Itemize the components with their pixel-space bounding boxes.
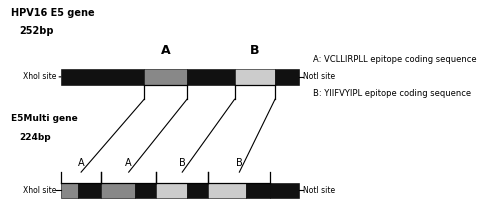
Bar bbox=[246, 183, 270, 198]
Bar bbox=[61, 183, 78, 198]
Text: 252bp: 252bp bbox=[20, 26, 54, 36]
Text: XhoI site: XhoI site bbox=[23, 186, 56, 195]
Text: NotI site: NotI site bbox=[304, 72, 336, 81]
Text: A: A bbox=[126, 158, 132, 168]
Bar bbox=[234, 69, 275, 85]
Text: A: VCLLIRPLL epitope coding sequence: A: VCLLIRPLL epitope coding sequence bbox=[312, 55, 476, 64]
Bar bbox=[78, 183, 102, 198]
Bar bbox=[102, 183, 134, 198]
Text: B: B bbox=[250, 43, 260, 57]
Text: B: B bbox=[179, 158, 186, 168]
Bar bbox=[270, 183, 299, 198]
Bar bbox=[187, 183, 208, 198]
Bar bbox=[275, 69, 299, 85]
Text: E5Multi gene: E5Multi gene bbox=[10, 114, 78, 123]
Text: B: B bbox=[236, 158, 242, 168]
Bar bbox=[156, 183, 187, 198]
Text: B: YIIFVYIPL epitope coding sequence: B: YIIFVYIPL epitope coding sequence bbox=[312, 88, 470, 97]
Text: A: A bbox=[78, 158, 84, 168]
Text: 224bp: 224bp bbox=[20, 133, 52, 142]
Bar bbox=[61, 69, 144, 85]
Text: A: A bbox=[161, 43, 170, 57]
Bar bbox=[208, 183, 246, 198]
Bar bbox=[187, 69, 234, 85]
Text: NotI site: NotI site bbox=[304, 186, 336, 195]
Text: HPV16 E5 gene: HPV16 E5 gene bbox=[10, 8, 94, 18]
Bar bbox=[144, 69, 187, 85]
Bar bbox=[134, 183, 156, 198]
Text: XhoI site: XhoI site bbox=[23, 72, 56, 81]
